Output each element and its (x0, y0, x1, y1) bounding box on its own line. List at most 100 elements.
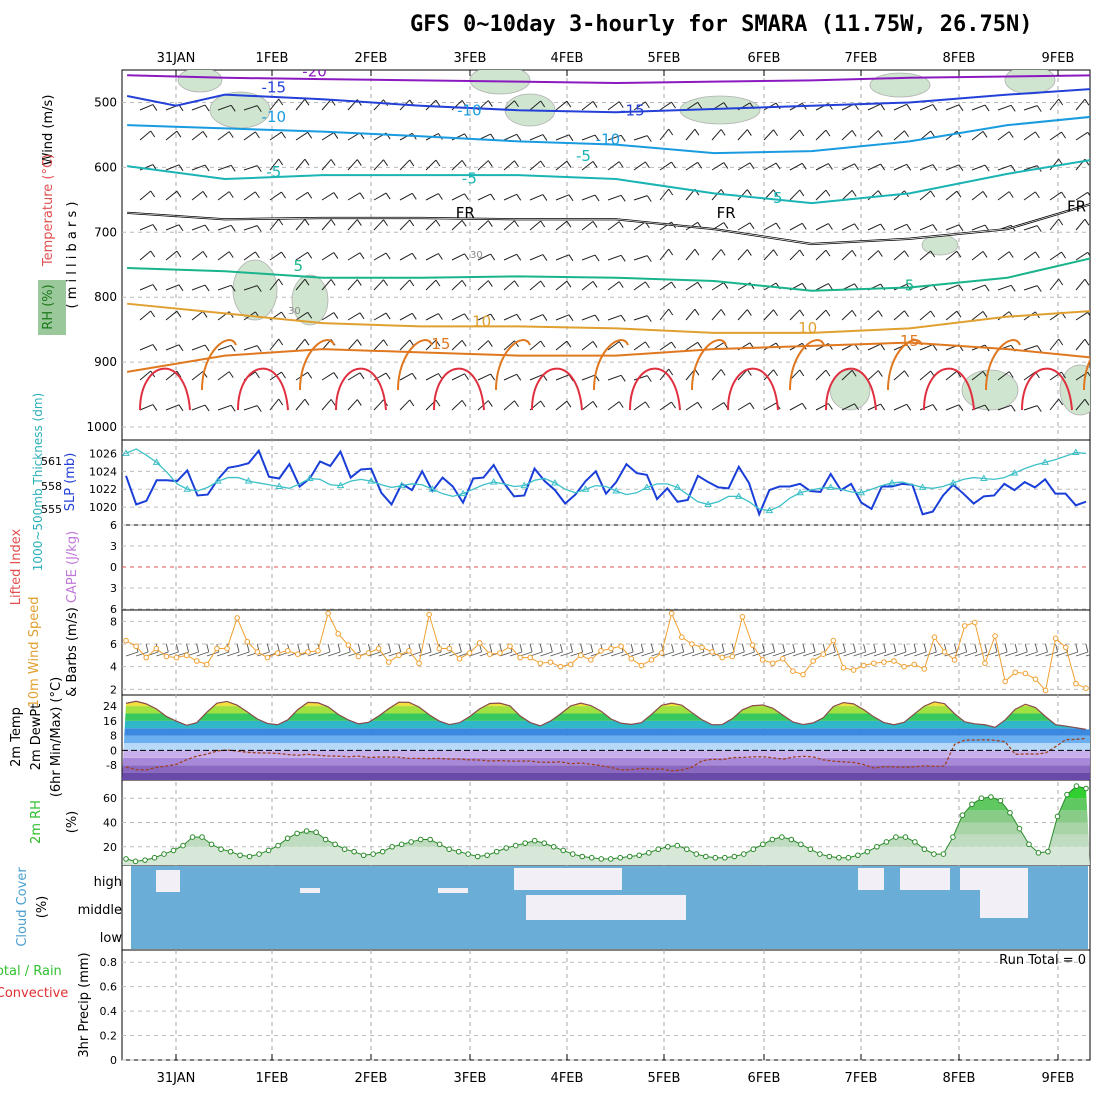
wind-barb-flag (1087, 312, 1090, 317)
thickness-marker (1041, 458, 1050, 465)
thickness-tick-label: 555 (41, 503, 62, 516)
rh-point (607, 856, 614, 862)
surface-wind-barb (1005, 651, 1018, 657)
surface-wind-barb-flag (337, 643, 341, 653)
wind-barb (893, 103, 907, 111)
wind-barb (243, 251, 256, 261)
wind-barb-flag (773, 129, 778, 137)
rh-band (122, 822, 1090, 835)
wind-barb (321, 159, 332, 171)
wind-barb (841, 249, 853, 261)
wind-speed-point (214, 645, 220, 652)
rh-point (579, 853, 586, 860)
rh-band (122, 834, 1090, 847)
wind-barb-flag (618, 101, 624, 108)
wind-barb-flag (1010, 165, 1016, 172)
wind-speed-point (476, 640, 483, 646)
series-slp (125, 448, 1087, 518)
ylabel-cloud-cover: Cloud Cover (15, 867, 30, 947)
wind-barb (503, 253, 517, 261)
wind-barb-flag (461, 280, 467, 287)
wind-barb (1023, 191, 1036, 201)
thickness-marker (336, 481, 345, 489)
temp-band (122, 706, 1090, 714)
wind-barb-flag (566, 220, 572, 228)
wind-barb-flag (281, 131, 286, 139)
rh-point (969, 801, 975, 808)
wind-speed-point (972, 619, 978, 626)
wind-barb (451, 99, 463, 111)
wind-barb (945, 164, 960, 171)
surface-wind-barb (631, 651, 644, 657)
rh-point (379, 848, 386, 855)
wind-barb (451, 193, 465, 201)
wind-barb (503, 100, 515, 111)
wind-barb (425, 373, 439, 381)
surface-wind-barb (722, 651, 735, 657)
rh-point (436, 841, 443, 848)
ylabel-minmax: (6hr Min/Max) (°C) (49, 677, 64, 797)
surface-wind-barb (903, 651, 917, 657)
surface-wind-barb-flag (964, 643, 968, 653)
wind-barb (685, 101, 698, 111)
wind-barb (997, 104, 1012, 111)
wind-barb-flag (256, 345, 262, 352)
wind-barb-flag (594, 134, 600, 142)
surface-wind-barb (1055, 651, 1068, 657)
rh-point (997, 797, 1004, 804)
wind-barb-flag (880, 103, 886, 111)
wind-barb-flag (542, 134, 548, 141)
rh-point (855, 852, 861, 859)
wind-barb-flag (697, 402, 703, 409)
wind-speed-point (274, 650, 281, 656)
rh-point (170, 847, 177, 854)
wind-speed-point (204, 661, 210, 668)
wind-speed-point (325, 610, 331, 617)
wind-barb (581, 254, 596, 261)
wind-barb (191, 284, 206, 291)
surface-wind-barb-flag (782, 643, 786, 653)
ylabel-rh-units: (%) (65, 811, 80, 834)
cloud-layer (131, 866, 1088, 949)
wind-barb-flag (749, 162, 755, 170)
run-total: Run Total = 0 (999, 953, 1086, 968)
isotherm-20-loop (629, 367, 681, 411)
surface-wind-barb (317, 651, 331, 657)
surface-wind-barb (782, 651, 795, 657)
surface-wind-barb-flag (832, 643, 836, 653)
wind-speed-point (123, 637, 129, 644)
wind-speed-point (234, 615, 240, 621)
isotherm-15 (126, 341, 1090, 373)
wind-speed-point (567, 661, 574, 668)
isotherm-label: 10 (798, 319, 817, 337)
wind-barb-flag (152, 104, 158, 111)
rh-point (265, 847, 272, 854)
wind-barb (1075, 191, 1088, 201)
surface-wind-barb-flag (539, 643, 543, 653)
wind-barb-flag (230, 285, 236, 292)
isotherm-label: -10 (596, 131, 621, 149)
thickness-tick-label: 561 (41, 455, 62, 468)
isotherm-15-loop (593, 339, 629, 391)
wind-barb (659, 368, 670, 381)
rh-point (569, 851, 576, 857)
cloud-clear-patch (438, 888, 468, 893)
rh-point (227, 848, 234, 855)
x-label-bottom: 31JAN (157, 1071, 196, 1086)
thickness-marker (183, 485, 192, 492)
wind-barb-flag (490, 193, 496, 201)
wind-barb (555, 134, 570, 141)
rh-point (798, 841, 804, 848)
wind-barb-flag (620, 255, 626, 262)
wind-barb (919, 404, 934, 411)
pressure-tick-label: 700 (94, 225, 117, 239)
wind-barb-flag (487, 100, 493, 107)
wind-barb (633, 341, 646, 351)
rh-point (322, 836, 329, 843)
isotherm-20-loop (237, 367, 289, 411)
rh-point (683, 846, 690, 853)
wind-barb-flag (409, 219, 415, 227)
x-label-top: 5FEB (648, 51, 681, 66)
surface-wind-barb (469, 651, 482, 657)
wind-barb (1049, 158, 1060, 171)
